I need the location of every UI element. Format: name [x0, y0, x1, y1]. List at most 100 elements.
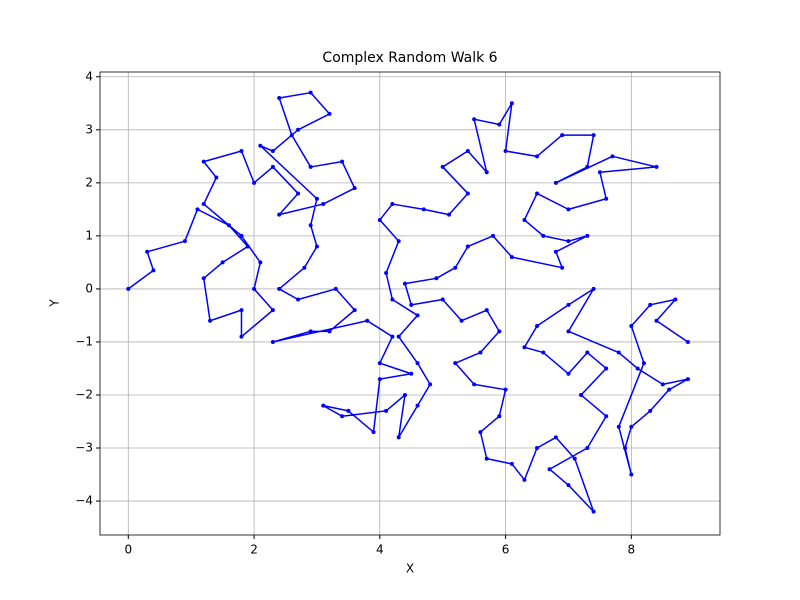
walk-point	[509, 101, 514, 106]
walk-point	[453, 361, 458, 366]
walk-point	[239, 233, 244, 238]
walk-point	[296, 297, 301, 302]
walk-point	[604, 414, 609, 419]
walk-point	[541, 350, 546, 355]
walk-point	[277, 286, 282, 291]
walk-point	[579, 392, 584, 397]
walk-point	[333, 286, 338, 291]
walk-point	[591, 509, 596, 514]
walk-point	[604, 366, 609, 371]
walk-point	[535, 446, 540, 451]
walk-point	[585, 164, 590, 169]
walk-point	[346, 408, 351, 413]
walk-point	[182, 239, 187, 244]
walk-point	[308, 90, 313, 95]
walk-point	[371, 430, 376, 435]
walk-point	[258, 260, 263, 265]
walk-point	[654, 318, 659, 323]
walk-point	[421, 207, 426, 212]
walk-point	[415, 361, 420, 366]
walk-point	[402, 392, 407, 397]
walk-point	[472, 117, 477, 122]
walk-point	[314, 244, 319, 249]
walk-point	[340, 414, 345, 419]
walk-point	[377, 361, 382, 366]
walk-point	[277, 212, 282, 217]
walk-point	[667, 387, 672, 392]
walk-point	[553, 180, 558, 185]
walk-point	[327, 329, 332, 334]
walk-point	[635, 366, 640, 371]
walk-point	[239, 149, 244, 154]
walk-point	[390, 297, 395, 302]
y-tick-label: 3	[85, 122, 93, 136]
walk-point	[384, 408, 389, 413]
walk-point	[252, 180, 257, 185]
walk-point	[522, 477, 527, 482]
y-tick-label: −2	[75, 387, 93, 401]
x-tick-label: 6	[502, 543, 510, 557]
y-tick-label: 2	[85, 175, 93, 189]
walk-point	[377, 377, 382, 382]
walk-point	[591, 286, 596, 291]
walk-point	[321, 202, 326, 207]
walk-point	[239, 308, 244, 313]
walk-point	[384, 271, 389, 276]
walk-point	[648, 302, 653, 307]
walk-point	[277, 95, 282, 100]
walk-point	[151, 268, 156, 273]
walk-point	[308, 223, 313, 228]
walk-point	[572, 456, 577, 461]
walk-point	[195, 207, 200, 212]
walk-point	[629, 324, 634, 329]
walk-point	[648, 408, 653, 413]
walk-point	[641, 361, 646, 366]
y-tick-label: −3	[75, 441, 93, 455]
walk-point	[302, 265, 307, 270]
walk-point	[308, 164, 313, 169]
walk-point	[270, 149, 275, 154]
walk-point	[497, 122, 502, 127]
walk-point	[566, 371, 571, 376]
walk-point	[220, 260, 225, 265]
walk-point	[409, 302, 414, 307]
walk-point	[585, 446, 590, 451]
walk-point	[560, 265, 565, 270]
walk-point	[616, 350, 621, 355]
walk-point	[465, 191, 470, 196]
walk-point	[604, 196, 609, 201]
walk-point	[440, 297, 445, 302]
walk-point	[239, 334, 244, 339]
x-tick-label: 0	[124, 543, 132, 557]
walk-point	[415, 313, 420, 318]
walk-point	[685, 339, 690, 344]
walk-point	[685, 377, 690, 382]
walk-point	[270, 164, 275, 169]
walk-point	[377, 217, 382, 222]
walk-point	[541, 233, 546, 238]
walk-point	[591, 133, 596, 138]
y-axis-label: Y	[48, 299, 62, 308]
walk-point	[201, 159, 206, 164]
walk-point	[566, 302, 571, 307]
walk-point	[491, 233, 496, 238]
walk-point	[352, 308, 357, 313]
walk-point	[258, 143, 263, 148]
walk-point	[296, 191, 301, 196]
walk-point	[201, 276, 206, 281]
walk-point	[428, 382, 433, 387]
walk-point	[415, 403, 420, 408]
x-tick-label: 2	[250, 543, 258, 557]
walk-point	[409, 371, 414, 376]
walk-point	[585, 350, 590, 355]
x-tick-label: 4	[376, 543, 384, 557]
walk-point	[145, 249, 150, 254]
walk-point	[289, 133, 294, 138]
walk-point	[610, 154, 615, 159]
walk-point	[560, 133, 565, 138]
walk-point	[390, 334, 395, 339]
walk-point	[522, 217, 527, 222]
walk-point	[547, 467, 552, 472]
y-tick-label: 1	[85, 228, 93, 242]
